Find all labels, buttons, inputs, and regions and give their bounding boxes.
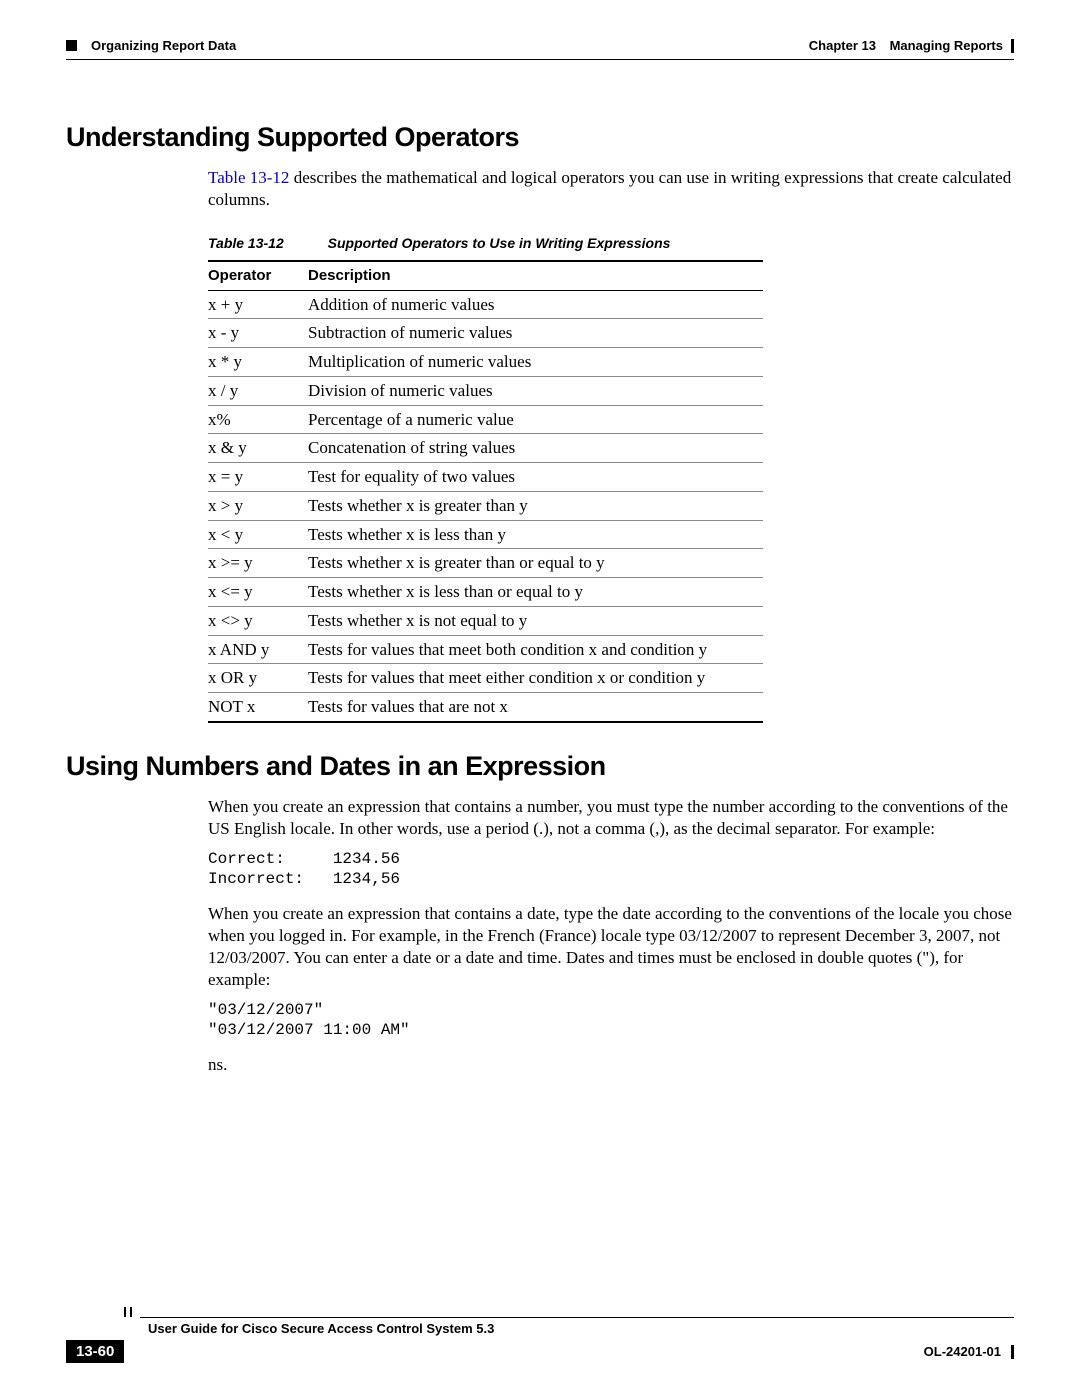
intro-paragraph: Table 13-12 describes the mathematical a… [208,167,1014,211]
table-row: x = yTest for equality of two values [208,463,763,492]
operator-cell: x OR y [208,664,308,693]
table-row: x > yTests whether x is greater than y [208,491,763,520]
operator-cell: x < y [208,520,308,549]
table-reference-link[interactable]: Table 13-12 [208,168,289,187]
header-rule [66,59,1014,60]
table-row: x & yConcatenation of string values [208,434,763,463]
section-heading-numbers-dates: Using Numbers and Dates in an Expression [66,751,1014,782]
description-cell: Tests whether x is greater than y [308,491,763,520]
operator-cell: NOT x [208,693,308,722]
footer-tick-icon [124,1307,132,1317]
description-cell: Test for equality of two values [308,463,763,492]
dates-example-code: "03/12/2007" "03/12/2007 11:00 AM" [208,1000,1014,1040]
table-row: x AND yTests for values that meet both c… [208,635,763,664]
table-row: x < yTests whether x is less than y [208,520,763,549]
numbers-example-code: Correct: 1234.56 Incorrect: 1234,56 [208,849,1014,889]
description-cell: Subtraction of numeric values [308,319,763,348]
page-number-badge: 13-60 [66,1340,124,1363]
operator-cell: x - y [208,319,308,348]
description-cell: Tests whether x is less than y [308,520,763,549]
chapter-title: Managing Reports [890,38,1003,53]
intro-text: describes the mathematical and logical o… [208,168,1011,209]
table-row: x <= yTests whether x is less than or eq… [208,578,763,607]
description-cell: Addition of numeric values [308,290,763,319]
description-cell: Multiplication of numeric values [308,348,763,377]
description-cell: Tests whether x is less than or equal to… [308,578,763,607]
table-row: x%Percentage of a numeric value [208,405,763,434]
numbers-paragraph: When you create an expression that conta… [208,796,1014,840]
operator-cell: x = y [208,463,308,492]
description-cell: Tests whether x is greater than or equal… [308,549,763,578]
description-cell: Tests for values that meet either condit… [308,664,763,693]
operators-table: Operator Description x + yAddition of nu… [208,260,763,722]
doc-reference: OL-24201-01 [924,1344,1001,1359]
trailing-text: ns. [208,1054,1014,1076]
footer-bar-icon [1011,1345,1014,1359]
table-caption-title: Supported Operators to Use in Writing Ex… [328,235,671,251]
table-row: x - ySubtraction of numeric values [208,319,763,348]
table-row: x OR yTests for values that meet either … [208,664,763,693]
table-row: x / yDivision of numeric values [208,376,763,405]
table-row: x >= yTests whether x is greater than or… [208,549,763,578]
operator-cell: x * y [208,348,308,377]
chapter-number: Chapter 13 [809,38,876,53]
section-breadcrumb: Organizing Report Data [91,38,236,53]
table-caption-label: Table 13-12 [208,235,284,251]
description-cell: Tests for values that meet both conditio… [308,635,763,664]
col-header-description: Description [308,261,763,290]
table-row: x <> yTests whether x is not equal to y [208,606,763,635]
page-footer: User Guide for Cisco Secure Access Contr… [66,1317,1014,1363]
description-cell: Concatenation of string values [308,434,763,463]
dates-paragraph: When you create an expression that conta… [208,903,1014,990]
section-heading-operators: Understanding Supported Operators [66,122,1014,153]
header-bar-icon [1011,39,1014,53]
square-bullet-icon [66,40,77,51]
operator-cell: x > y [208,491,308,520]
operator-cell: x% [208,405,308,434]
operator-cell: x / y [208,376,308,405]
footer-guide-title: User Guide for Cisco Secure Access Contr… [148,1317,1014,1336]
page-header: Organizing Report Data Chapter 13 Managi… [66,38,1014,53]
table-caption: Table 13-12 Supported Operators to Use i… [208,235,1014,253]
table-row: NOT xTests for values that are not x [208,693,763,722]
description-cell: Percentage of a numeric value [308,405,763,434]
operator-cell: x <= y [208,578,308,607]
operator-cell: x <> y [208,606,308,635]
description-cell: Tests whether x is not equal to y [308,606,763,635]
col-header-operator: Operator [208,261,308,290]
operator-cell: x & y [208,434,308,463]
description-cell: Division of numeric values [308,376,763,405]
operator-cell: x + y [208,290,308,319]
description-cell: Tests for values that are not x [308,693,763,722]
table-row: x * yMultiplication of numeric values [208,348,763,377]
operator-cell: x >= y [208,549,308,578]
table-row: x + yAddition of numeric values [208,290,763,319]
operator-cell: x AND y [208,635,308,664]
